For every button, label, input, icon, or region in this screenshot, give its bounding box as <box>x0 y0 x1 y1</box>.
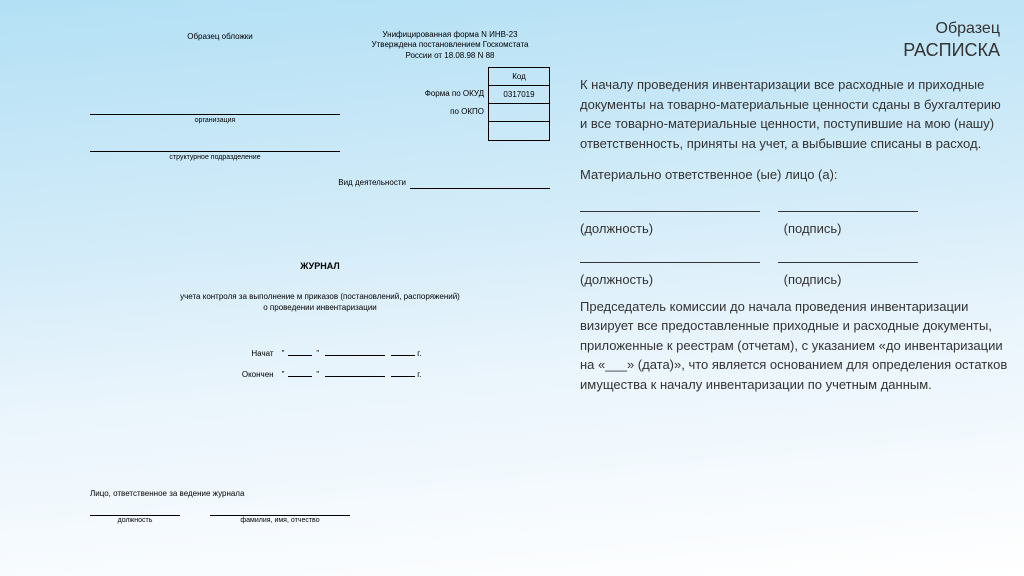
org-block: организация структурное подразделение <box>90 101 340 161</box>
okpo-value <box>489 104 549 122</box>
okud-value: 0317019 <box>489 86 549 104</box>
ended-day <box>288 376 312 377</box>
year-suffix: г. <box>417 349 421 358</box>
sig2-position-line <box>580 262 760 263</box>
form-line3: России от 18.08.98 N 88 <box>350 51 550 61</box>
started-day <box>288 355 312 356</box>
paragraph-3: Председатель комиссии до начала проведен… <box>580 297 1010 395</box>
paragraph-1: К началу проведения инвентаризации все р… <box>580 75 1010 153</box>
org-caption: организация <box>90 117 340 124</box>
org-line <box>90 101 340 115</box>
subdiv-line <box>90 138 340 152</box>
sample-label: Образец <box>580 20 1010 38</box>
sig2-signature-line <box>778 262 918 263</box>
form-line2: Утверждена постановлением Госкомстата <box>350 40 550 50</box>
started-year <box>391 355 415 356</box>
responsible-label: Лицо, ответственное за ведение журнала <box>90 489 550 498</box>
sig-caps-1: (должность) (подпись) <box>580 221 1010 236</box>
okpo-label: по ОКПО <box>425 103 484 121</box>
journal-subtitle: учета контроля за выполнение м приказов … <box>90 291 550 313</box>
form-cover-panel: Образец обложки Унифицированная форма N … <box>90 30 550 524</box>
receipt-title: РАСПИСКА <box>580 40 1010 61</box>
code-header-cell: Код <box>489 68 549 86</box>
sig1-signature-line <box>778 211 918 212</box>
paragraph-2: Материально ответственное (ые) лицо (а): <box>580 165 1010 185</box>
journal-block: ЖУРНАЛ учета контроля за выполнение м пр… <box>90 261 550 378</box>
resp-name-cap: фамилия, имя, отчество <box>210 517 350 524</box>
sig1-position-line <box>580 211 760 212</box>
code-blank-value <box>489 122 549 140</box>
resp-position-cap: должность <box>90 517 180 524</box>
sig1-position-cap: (должность) <box>580 221 780 236</box>
cover-label: Образец обложки <box>90 30 350 61</box>
sig1-signature-cap: (подпись) <box>784 221 842 236</box>
started-month <box>325 355 385 356</box>
resp-name-line <box>210 504 350 516</box>
code-blank-label <box>425 121 484 139</box>
ended-month <box>325 376 385 377</box>
okud-label: Форма по ОКУД <box>425 85 484 103</box>
subdiv-caption: структурное подразделение <box>90 154 340 161</box>
journal-title: ЖУРНАЛ <box>90 261 550 271</box>
year-suffix2: г. <box>417 370 421 379</box>
quote-close2: " <box>316 370 319 379</box>
responsible-block: Лицо, ответственное за ведение журнала д… <box>90 489 550 524</box>
activity-row: Вид деятельности <box>90 175 550 191</box>
quote-close: " <box>316 349 319 358</box>
ended-year <box>391 376 415 377</box>
sig-row-2 <box>580 250 1010 268</box>
activity-field <box>410 175 550 189</box>
quote-open2: " <box>282 370 285 379</box>
form-header: Унифицированная форма N ИНВ-23 Утвержден… <box>350 30 550 61</box>
ended-row: Окончен " " г. <box>90 370 550 379</box>
form-line1: Унифицированная форма N ИНВ-23 <box>350 30 550 40</box>
receipt-panel: Образец РАСПИСКА К началу проведения инв… <box>580 20 1010 406</box>
sig2-signature-cap: (подпись) <box>784 272 842 287</box>
activity-label: Вид деятельности <box>338 175 410 191</box>
started-label: Начат <box>219 349 274 358</box>
quote-open: " <box>282 349 285 358</box>
sig2-position-cap: (должность) <box>580 272 780 287</box>
ended-label: Окончен <box>219 370 274 379</box>
code-header-spacer <box>425 67 484 85</box>
sig-row-1 <box>580 199 1010 217</box>
started-row: Начат " " г. <box>90 349 550 358</box>
resp-position-line <box>90 504 180 516</box>
sig-caps-2: (должность) (подпись) <box>580 272 1010 287</box>
